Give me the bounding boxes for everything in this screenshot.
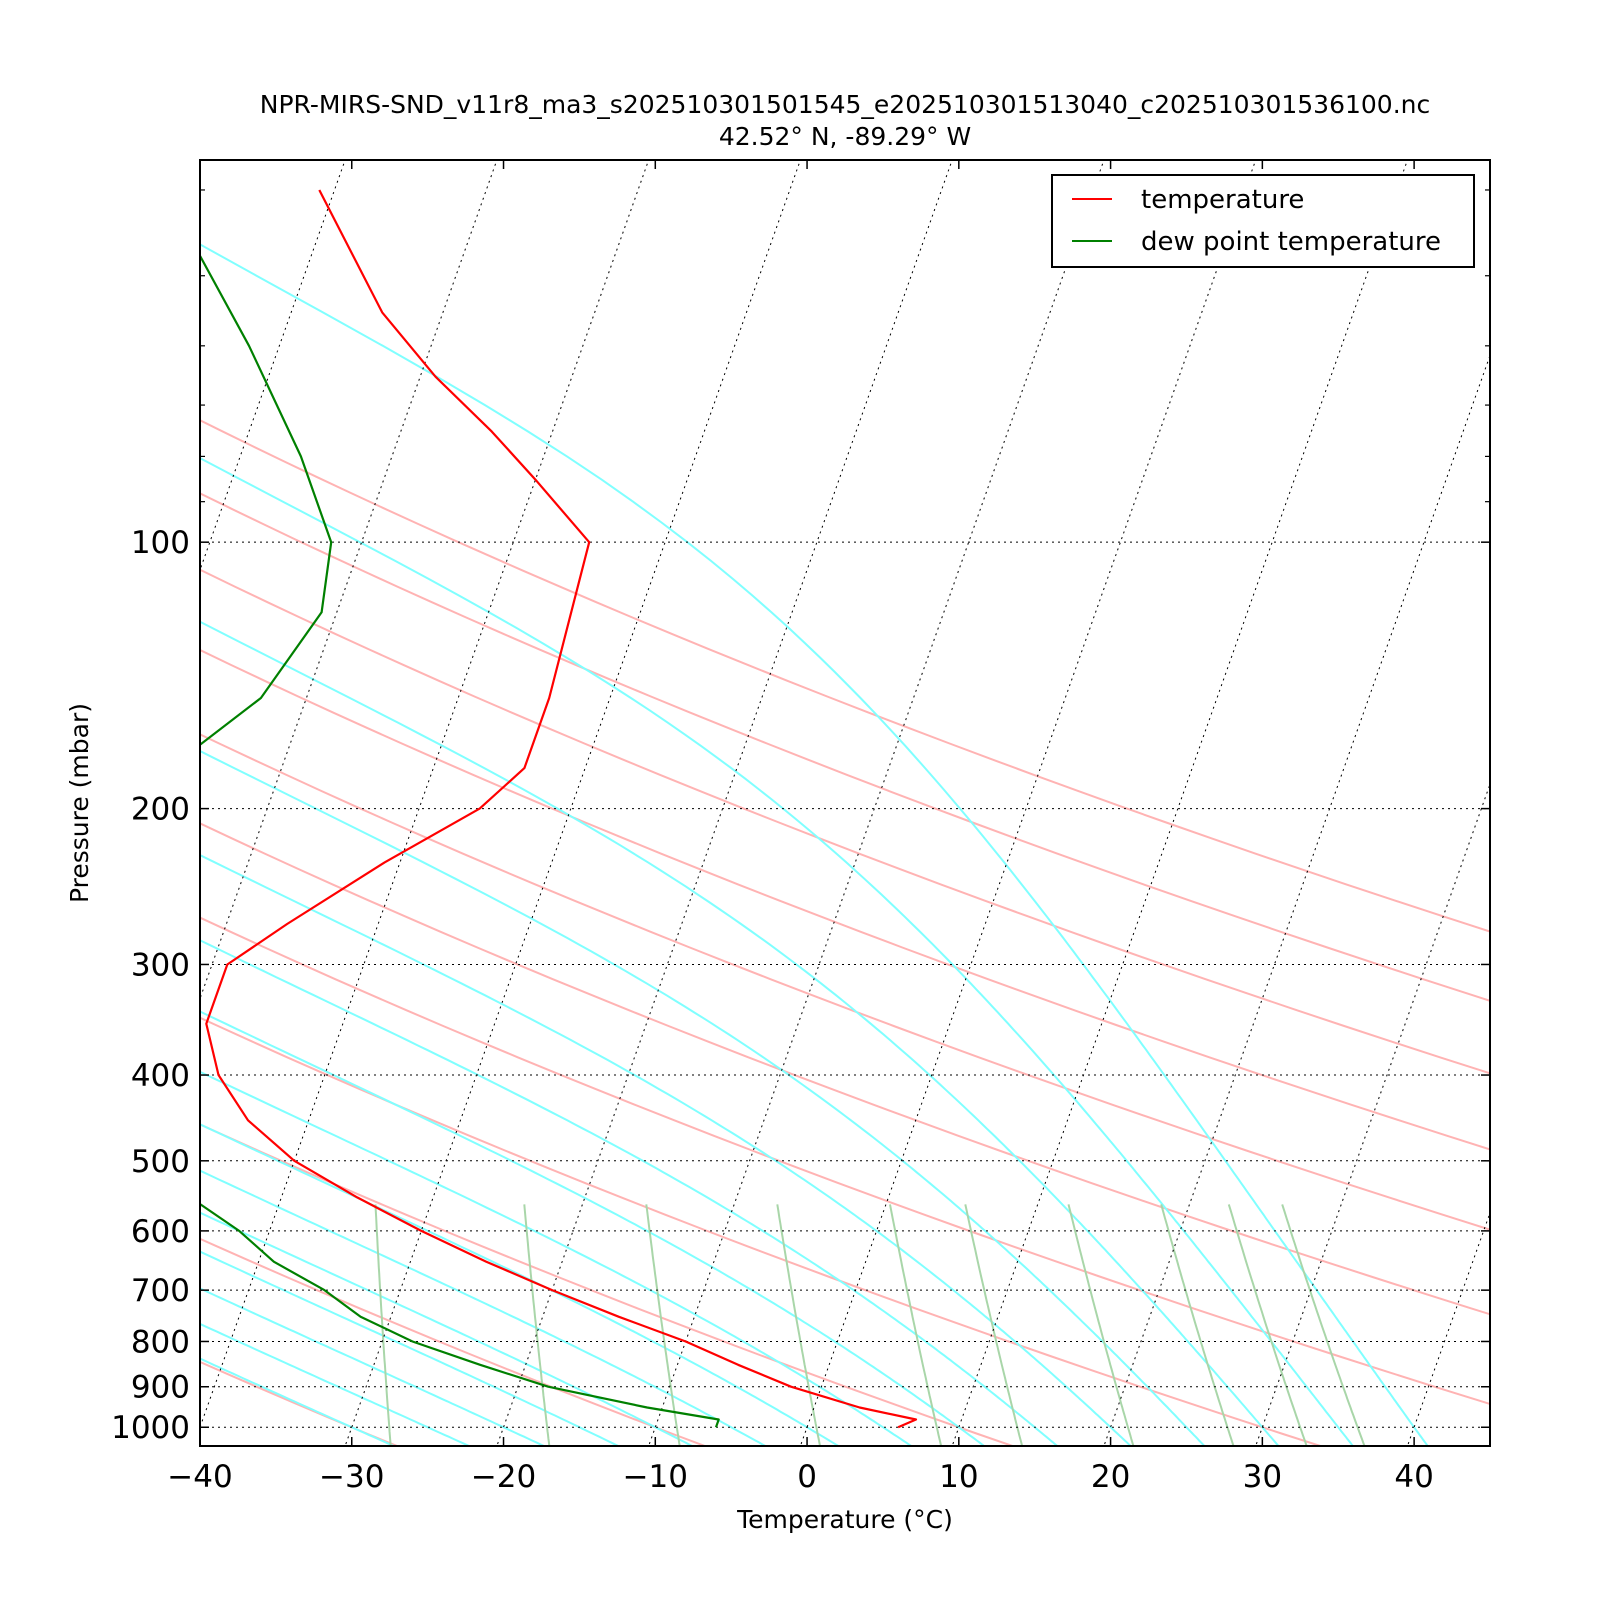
mixing-ratio-line <box>1227 1204 1308 1446</box>
y-tick-label: 400 <box>131 1058 190 1094</box>
moist-adiabat <box>200 939 1059 1446</box>
dry-adiabat <box>200 916 1490 1406</box>
temperature-line <box>205 189 918 1429</box>
y-tick-label: 600 <box>131 1214 190 1250</box>
isotherm-gridline <box>648 160 1105 1446</box>
y-tick-label: 500 <box>131 1144 190 1180</box>
legend-label-dewpoint: dew point temperature <box>1141 227 1441 257</box>
x-tick-label: 10 <box>939 1459 978 1495</box>
y-tick-label: 200 <box>131 792 190 828</box>
dry-adiabat <box>200 1123 1016 1446</box>
dry-adiabat <box>200 1016 1324 1446</box>
dry-adiabat <box>200 1360 400 1446</box>
y-axis-label: Pressure (mbar) <box>65 703 94 903</box>
x-tick-label: −40 <box>167 1459 232 1495</box>
isotherm-gridline <box>1255 782 1490 1446</box>
moist-adiabat <box>200 620 1280 1446</box>
x-tick-label: −20 <box>471 1459 536 1495</box>
mixing-ratio-line <box>1281 1204 1366 1446</box>
moist-adiabat <box>200 1357 397 1446</box>
moist-adiabat <box>200 1287 547 1446</box>
isotherm-gridline <box>1103 354 1490 1446</box>
moist-adiabat <box>200 1211 695 1446</box>
dewpoint-line <box>200 253 720 1428</box>
y-tick-label: 900 <box>131 1370 190 1406</box>
moist-adiabat <box>200 1010 986 1446</box>
y-tick-label: 1000 <box>111 1410 190 1446</box>
dry-adiabat <box>200 733 1490 1231</box>
isotherm-gridline <box>496 160 953 1446</box>
mixing-ratio-line <box>964 1204 1024 1446</box>
moist-adiabat <box>200 853 1133 1446</box>
grid-lines <box>0 79 1600 1449</box>
mixing-ratio-line <box>776 1204 822 1446</box>
x-tick-label: 30 <box>1243 1459 1282 1495</box>
legend-label-temperature: temperature <box>1141 185 1304 215</box>
legend: temperature dew point temperature <box>1051 174 1475 268</box>
moist-adiabat <box>200 456 1355 1446</box>
x-tick-label: 40 <box>1394 1459 1433 1495</box>
x-tick-label: 20 <box>1091 1459 1130 1495</box>
plot-frame <box>199 159 1491 1447</box>
legend-box <box>1051 174 1475 268</box>
moist-adiabat <box>200 1070 914 1446</box>
x-axis-label: Temperature (°C) <box>736 1505 953 1534</box>
dry-adiabat <box>200 648 1490 1151</box>
axis-ticks: −40 −30 −20 −10 0 10 20 30 40 100 200 300 400 500 600 7… <box>111 160 1490 1495</box>
isotherm-gridline <box>951 160 1409 1446</box>
chart-title: NPR-MIRS-SND_v11r8_ma3_s202510301501545_… <box>260 90 1431 119</box>
background-lines <box>200 243 1490 1446</box>
mixing-ratio-line <box>523 1204 551 1446</box>
moist-adiabat <box>200 1322 472 1446</box>
y-tick-label: 300 <box>131 947 190 983</box>
y-tick-label: 100 <box>131 525 190 561</box>
series-lines <box>200 189 918 1429</box>
dry-adiabat <box>200 419 1490 933</box>
isotherm-gridline <box>200 160 650 1429</box>
y-tick-label: 700 <box>131 1273 190 1309</box>
isotherm-gridline <box>799 160 1257 1446</box>
x-tick-label: 0 <box>797 1459 817 1495</box>
y-tick-label: 800 <box>131 1324 190 1360</box>
x-tick-label: −10 <box>623 1459 688 1495</box>
x-tick-label: −30 <box>319 1459 384 1495</box>
moist-adiabat <box>200 1123 841 1446</box>
isotherm-gridline <box>1558 79 1600 1449</box>
mixing-ratio-line <box>1067 1204 1135 1446</box>
mixing-ratio-line <box>889 1204 943 1446</box>
moist-adiabat <box>200 1250 621 1446</box>
dry-adiabat <box>200 492 1490 1002</box>
moist-adiabat <box>200 749 1206 1446</box>
dry-adiabat <box>200 568 1490 1075</box>
mixing-ratio-line <box>645 1204 681 1446</box>
isotherm-gridline <box>200 160 498 1001</box>
chart-subtitle: 42.52° N, -89.29° W <box>719 122 971 151</box>
isotherm-gridline <box>1406 1211 1490 1446</box>
isotherm-gridline <box>344 160 801 1446</box>
isotherm-gridline <box>0 79 70 1449</box>
mixing-ratio-line <box>1160 1204 1235 1446</box>
moist-adiabat <box>200 1169 768 1446</box>
dry-adiabat <box>200 822 1490 1316</box>
moist-adiabat <box>200 243 1429 1446</box>
mixing-ratio-line <box>374 1204 392 1446</box>
